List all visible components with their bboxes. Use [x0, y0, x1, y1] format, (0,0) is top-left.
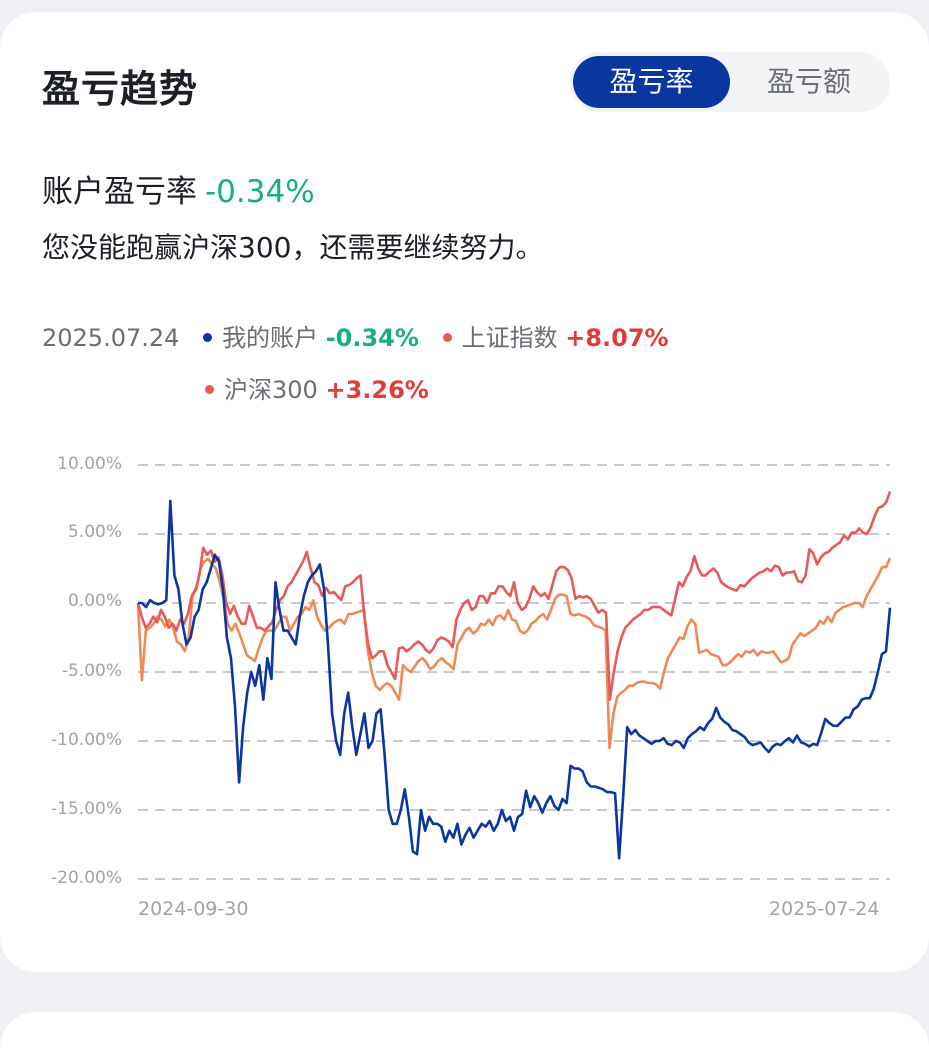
- y-tick-label: -5.00%: [61, 661, 122, 681]
- legend-dot-sse: [442, 332, 452, 342]
- legend-name-sse: 上证指数: [461, 324, 558, 352]
- legend-value-csi300: +3.26%: [325, 376, 429, 404]
- profit-trend-card: [0, 12, 929, 972]
- account-rate-value: -0.34%: [205, 174, 315, 210]
- page-title: 盈亏趋势: [42, 67, 199, 111]
- legend-value-sse: +8.07%: [565, 324, 669, 352]
- y-tick-label: -10.00%: [51, 730, 122, 750]
- legend-name-csi300: 沪深300: [224, 376, 318, 404]
- x-tick-end: 2025-07-24: [769, 898, 880, 920]
- legend-dot-account: [203, 332, 213, 342]
- tab-profit-amount[interactable]: 盈亏额: [766, 65, 851, 98]
- series-line-1: [136, 491, 892, 701]
- legend-value-account: -0.34%: [325, 324, 419, 352]
- legend-date: 2025.07.24: [42, 324, 180, 352]
- account-rate: 账户盈亏率 -0.34%: [42, 166, 315, 211]
- tab-profit-rate[interactable]: 盈亏率: [573, 56, 730, 108]
- account-rate-label: 账户盈亏率: [42, 174, 197, 210]
- y-tick-label: -15.00%: [51, 799, 122, 819]
- y-tick-label: 5.00%: [67, 522, 122, 542]
- legend-name-account: 我的账户: [222, 324, 319, 352]
- x-tick-start: 2024-09-30: [138, 898, 249, 920]
- performance-message: 您没能跑赢沪深300，还需要继续努力。: [42, 231, 544, 264]
- series-line-0: [138, 499, 892, 860]
- y-tick-label: 0.00%: [67, 591, 122, 611]
- y-tick-label: 10.00%: [57, 454, 122, 474]
- line-chart[interactable]: [0, 0, 929, 1024]
- series-line-2: [136, 557, 892, 750]
- chart-legend-row2: 沪深300 +3.26%: [205, 370, 429, 405]
- chart-legend: 2025.07.24 我的账户 -0.34% 上证指数 +8.07%: [42, 318, 669, 353]
- metric-toggle: 盈亏率 盈亏额: [570, 52, 890, 112]
- y-tick-label: -20.00%: [51, 868, 122, 888]
- legend-dot-csi300: [205, 384, 214, 394]
